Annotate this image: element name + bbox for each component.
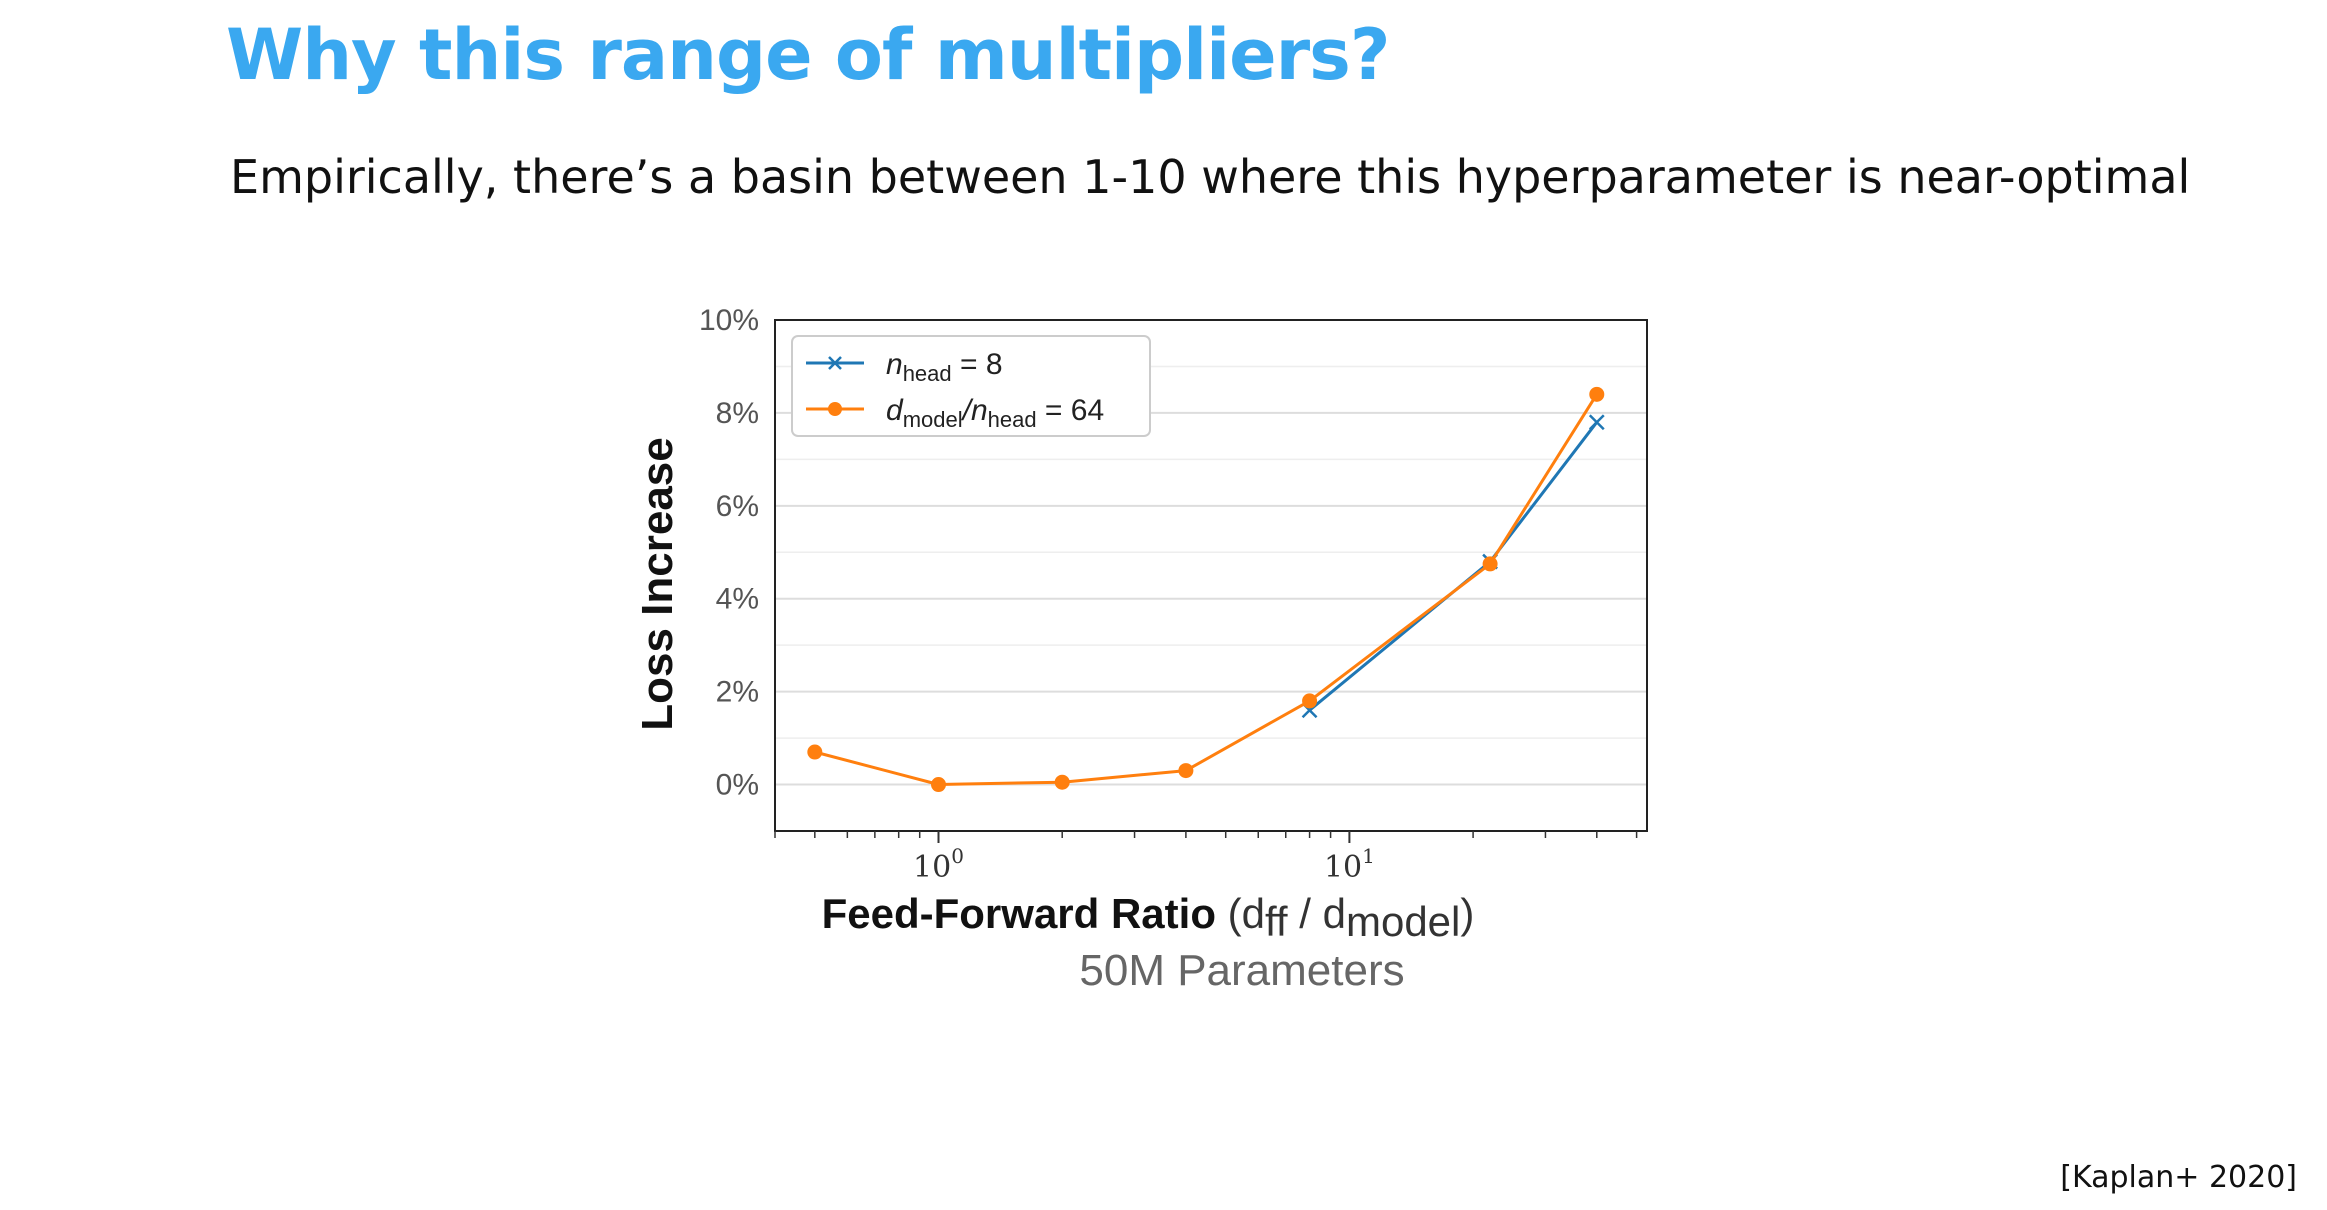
series-2-point bbox=[1589, 386, 1605, 402]
series-2-point bbox=[1178, 763, 1194, 779]
series-2-point bbox=[1054, 774, 1070, 790]
legend-label-series-1: nhead = 8 bbox=[886, 348, 1003, 386]
loss-chart: 0%2%4%6%8%10%100 101 nhead = 8 dmodel/nhe… bbox=[633, 304, 1648, 995]
legend-marker-x bbox=[828, 356, 842, 370]
y-tick-label: 0% bbox=[716, 769, 759, 802]
series-layer bbox=[807, 386, 1605, 793]
y-tick-label: 4% bbox=[716, 583, 759, 616]
axis-layer: 0% 2% 4% 6% 8% 10% 100 101 bbox=[699, 304, 1638, 885]
y-tick-label: 2% bbox=[716, 676, 759, 709]
legend-1-sub: head bbox=[903, 361, 952, 386]
x-tick-label: 101 bbox=[1324, 844, 1375, 885]
x-label-sub1: ff bbox=[1265, 898, 1288, 945]
y-axis-label: Loss Increase bbox=[633, 437, 682, 731]
series-2-point bbox=[931, 777, 947, 793]
series-2-line bbox=[814, 393, 1599, 786]
legend-2-var: d bbox=[886, 394, 904, 427]
y-tick-label: 6% bbox=[716, 490, 759, 523]
x-axis-label: Feed-Forward Ratio (dff / dmodel) bbox=[822, 890, 1475, 945]
x-label-mid: / d bbox=[1288, 890, 1346, 937]
series-2-point bbox=[1302, 693, 1318, 709]
y-tick-label: 8% bbox=[716, 397, 759, 430]
chart-subtitle: 50M Parameters bbox=[1079, 946, 1404, 995]
x-label-main: Feed-Forward Ratio bbox=[822, 890, 1216, 937]
legend-1-rest: = 8 bbox=[952, 348, 1003, 381]
series-2-point bbox=[807, 744, 823, 760]
slide-title: Why this range of multipliers? bbox=[226, 14, 1390, 96]
slide-subtitle: Empirically, there’s a basin between 1-1… bbox=[230, 150, 2191, 204]
series-2-point bbox=[1482, 556, 1498, 572]
legend-2-sub2: head bbox=[988, 407, 1037, 432]
citation: [Kaplan+ 2020] bbox=[2060, 1160, 2297, 1195]
legend-2-sub: model bbox=[903, 407, 963, 432]
legend-1-var: n bbox=[886, 348, 903, 381]
x-label-open: (d bbox=[1216, 890, 1265, 937]
series-1-point bbox=[1588, 414, 1605, 431]
legend-label-series-2: dmodel/nhead = 64 bbox=[886, 394, 1104, 432]
legend-marker-circle bbox=[828, 402, 842, 416]
x-label-sub2: model bbox=[1346, 898, 1460, 945]
legend-2-slash: /n bbox=[961, 394, 988, 427]
x-label-close: ) bbox=[1460, 890, 1474, 937]
legend-2-rest: = 64 bbox=[1037, 394, 1105, 427]
y-tick-label: 10% bbox=[699, 304, 759, 337]
legend-box bbox=[791, 335, 1151, 437]
legend: nhead = 8 dmodel/nhead = 64 bbox=[791, 335, 1151, 437]
x-tick-label: 100 bbox=[913, 844, 964, 885]
plot-frame bbox=[774, 319, 1648, 832]
